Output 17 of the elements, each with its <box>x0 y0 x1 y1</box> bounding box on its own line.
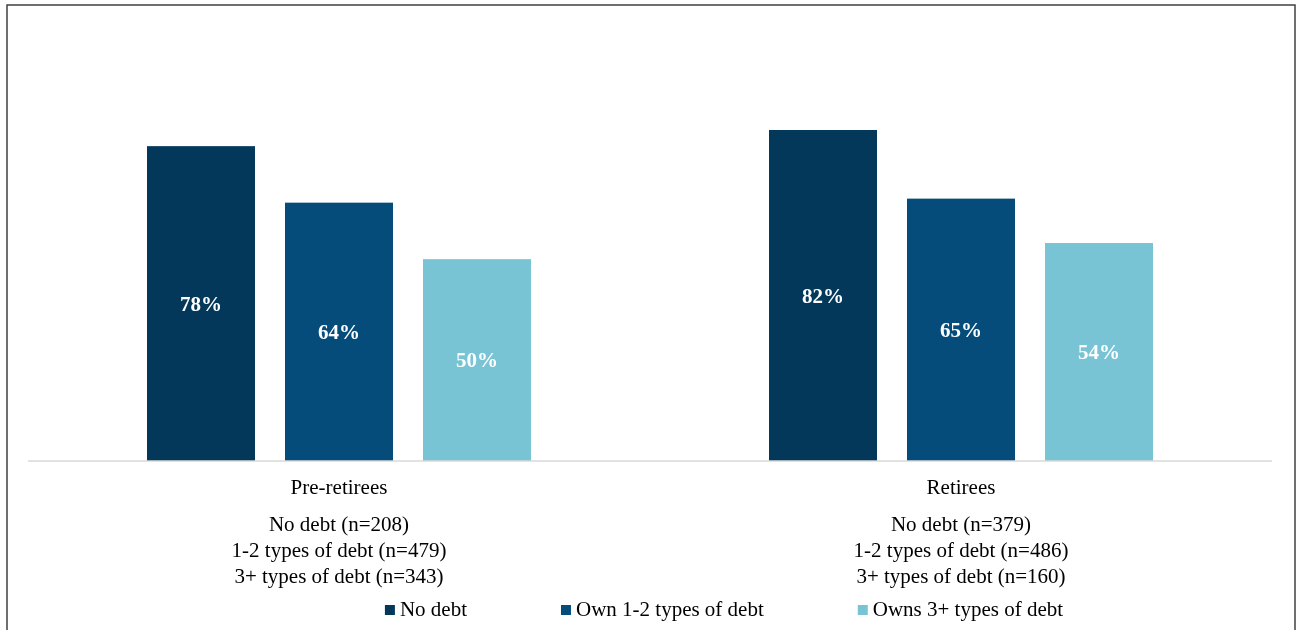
data-label: 64% <box>318 320 360 345</box>
bar <box>423 259 531 461</box>
legend-label: No debt <box>399 597 468 621</box>
data-label: 50% <box>456 348 498 373</box>
bar <box>769 130 877 461</box>
bar <box>1045 243 1153 461</box>
data-label: 78% <box>180 291 222 316</box>
bar <box>147 146 255 461</box>
bar <box>285 202 393 461</box>
legend-label: Owns 3+ types of debt <box>872 597 1064 621</box>
data-label: 65% <box>940 318 982 343</box>
x-tick-label: Retirees No debt (n=379) 1-2 types of debt (n=486) 3+ types of debt (n=160) <box>853 475 1069 588</box>
data-label: 54% <box>1078 340 1120 365</box>
legend-label: Own 1-2 types of debt <box>575 597 764 621</box>
bar <box>907 198 1015 461</box>
data-label: 82% <box>802 283 844 308</box>
x-tick-label: Pre-retirees No debt (n=208) 1-2 types of debt (n=479) 3+ types of debt (n=343) <box>231 475 447 588</box>
